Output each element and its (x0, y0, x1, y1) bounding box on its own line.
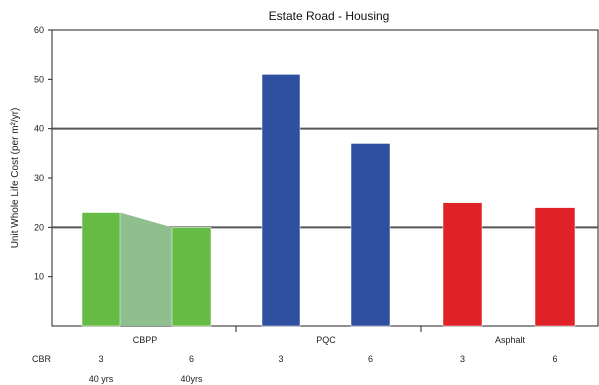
y-axis-title: Unit Whole Life Cost (per m²/yr) (10, 108, 21, 249)
y-axis-title-group: Unit Whole Life Cost (per m²/yr) (10, 108, 21, 249)
y-tick-label: 50 (34, 74, 44, 84)
cbr-value-label: 6 (552, 354, 557, 364)
bar-pqc-cbr-6 (350, 143, 391, 327)
y-tick-label: 30 (34, 173, 44, 183)
cbr-value-label: 6 (368, 354, 373, 364)
y-tick-label: 20 (34, 222, 44, 232)
cbr-value-label: 6 (189, 354, 194, 364)
plot-area: 10 20 30 40 50 60 3 40 yrs 6 40yrs 3 6 3 6 CBPP PQC Asph… (32, 25, 599, 384)
group-label-pqc: PQC (316, 335, 336, 345)
bar-cbpp-cbr-6 (171, 227, 212, 327)
y-tick-label: 10 (34, 272, 44, 282)
y-tick-label: 60 (34, 25, 44, 35)
bar-asphalt-cbr-3 (442, 202, 483, 327)
cbr-value-label: 3 (278, 354, 283, 364)
life-label: 40 yrs (89, 374, 114, 384)
life-label: 40yrs (180, 374, 203, 384)
bar-cbpp-cbr-3 (81, 212, 121, 327)
cbr-value-label: 3 (98, 354, 103, 364)
group-label-asphalt: Asphalt (495, 335, 526, 345)
bar-asphalt-cbr-6 (534, 207, 576, 327)
y-tick-label: 40 (34, 124, 44, 134)
group-label-cbpp: CBPP (133, 335, 158, 345)
cbr-value-label: 3 (460, 354, 465, 364)
bar-pqc-cbr-3 (261, 74, 301, 327)
cbr-row-label: CBR (32, 354, 52, 364)
chart-title: Estate Road - Housing (269, 9, 390, 23)
cbpp-trend-area (120, 212, 172, 326)
